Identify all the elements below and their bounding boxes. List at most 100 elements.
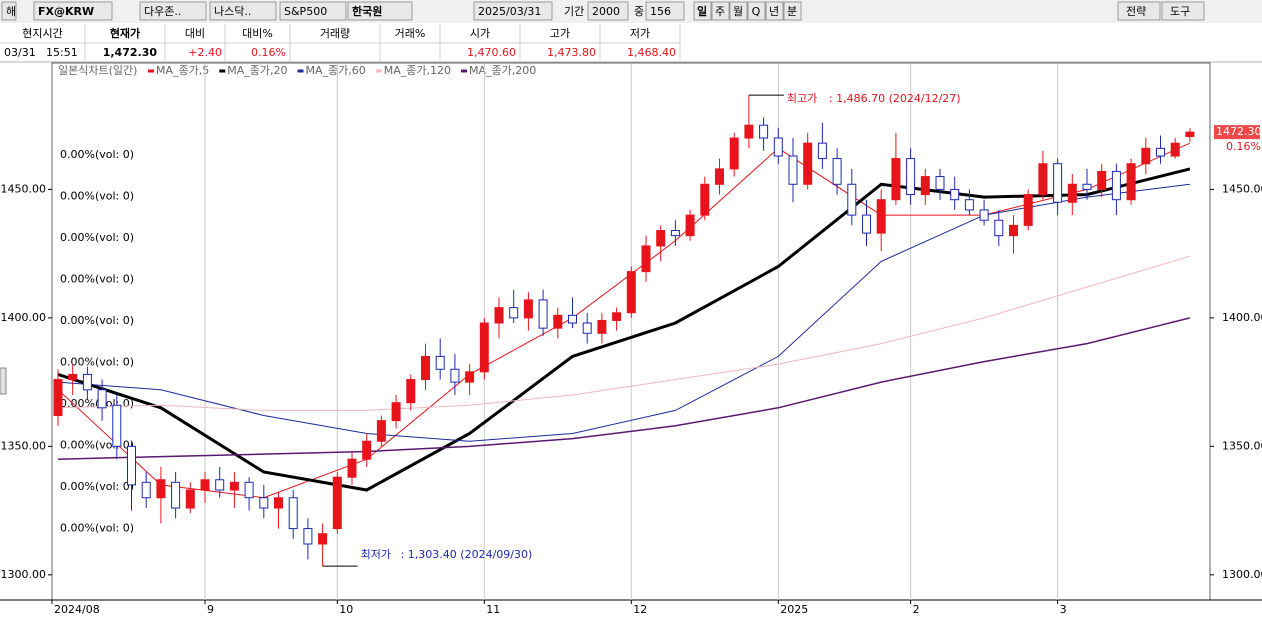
toolbar-field[interactable] [139, 1, 207, 21]
toolbar-field[interactable] [347, 1, 413, 21]
candle-body [597, 319, 607, 334]
period-button[interactable] [711, 1, 730, 21]
quote-header: 대비 [185, 27, 205, 40]
candle-body [1023, 194, 1033, 226]
quote-header: 저가 [630, 27, 650, 40]
candle-body [303, 528, 313, 545]
candle-body [523, 299, 533, 319]
period-button[interactable] [783, 1, 802, 21]
candle-body [582, 322, 592, 334]
volume-label: 0.00%(vol: 0) [60, 231, 134, 244]
toolbar-field[interactable] [473, 1, 553, 21]
candle-body [244, 481, 254, 499]
period-text[interactable]: 분 [787, 5, 797, 18]
period-button[interactable] [747, 1, 766, 21]
last-price-label: 1472.30 [1216, 125, 1262, 138]
quote-change_pct: 0.16% [251, 46, 286, 59]
y-tick-label-right: 1400.00 [1222, 311, 1262, 324]
quote-header: 현재가 [110, 26, 140, 40]
candle-body [626, 271, 636, 314]
quote-time: 15:51 [46, 46, 78, 59]
candle-body [862, 214, 871, 234]
y-tick-label: 1400.00 [1, 311, 47, 324]
y-tick-label-right: 1350.00 [1222, 439, 1262, 452]
candle-body [53, 379, 63, 417]
volume-label: 0.00%(vol: 0) [60, 148, 134, 161]
period-text[interactable]: 월 [733, 5, 743, 18]
tool-button[interactable] [1117, 1, 1161, 21]
candle-body [347, 458, 357, 478]
quote-open: 1,470.60 [467, 46, 516, 59]
toolbar-text: 중 [634, 5, 644, 18]
toolbar-text[interactable]: 해 [6, 4, 16, 18]
toolbar-text[interactable]: FX@KRW [38, 5, 94, 18]
toolbar-field[interactable] [645, 1, 685, 21]
candle-body [612, 312, 622, 321]
candle-body [994, 219, 1004, 237]
quote-header: 현지시간 [22, 27, 62, 40]
toolbar-field[interactable] [209, 1, 277, 21]
volume-label: 0.00%(vol: 0) [60, 522, 134, 535]
toolbar-text[interactable]: 156 [650, 5, 671, 18]
min-text: : 1,303.40 (2024/09/30) [401, 548, 533, 561]
candle-body [1053, 163, 1063, 203]
toolbar-text[interactable]: 2025/03/31 [478, 5, 541, 18]
period-button[interactable] [765, 1, 784, 21]
candle-body [744, 124, 754, 139]
period-text[interactable]: 일 [697, 4, 707, 18]
toolbar-text[interactable]: 나스닥.. [214, 5, 251, 18]
candle-body [538, 299, 548, 329]
candle-body [832, 158, 842, 185]
period-text[interactable]: Q [752, 5, 761, 18]
volume-label: 0.00%(vol: 0) [60, 314, 134, 327]
candle-body [876, 199, 886, 234]
candle-body [509, 307, 519, 319]
candle-body [1185, 131, 1195, 137]
candle-body [421, 355, 430, 381]
quote-header: 거래량 [320, 27, 350, 40]
candle-body [97, 389, 107, 409]
toolbar-text[interactable]: 2000 [592, 5, 620, 18]
candle-body [406, 379, 416, 404]
candle-body [1097, 170, 1107, 190]
tool-text[interactable]: 전략 [1126, 5, 1146, 18]
side-handle[interactable] [0, 367, 7, 395]
candle-body [906, 158, 916, 196]
min-label: 최저가 [361, 548, 391, 561]
candle-body [891, 158, 901, 201]
candle-body [479, 322, 489, 373]
quote-header: 고가 [550, 27, 570, 40]
y-tick-label-right: 1300.00 [1222, 568, 1262, 581]
candle-body [171, 481, 181, 509]
toolbar-field[interactable] [279, 1, 347, 21]
candle-body [759, 124, 769, 139]
y-tick-label: 1450.00 [1, 182, 47, 195]
toolbar-text[interactable]: 한국원 [352, 4, 382, 18]
candle-body [200, 479, 210, 491]
volume-label: 0.00%(vol: 0) [60, 480, 134, 493]
candle-body [979, 209, 989, 221]
toolbar-text[interactable]: S&P500 [284, 5, 327, 18]
quote-header: 거래% [395, 27, 426, 40]
candle-body [935, 176, 945, 190]
chart-title: 일본식차트(일간) [58, 63, 137, 77]
period-text[interactable]: 주 [715, 5, 725, 18]
candle-body [465, 371, 475, 383]
candle-body [964, 199, 974, 211]
candle-body [112, 404, 122, 447]
candle-body [1111, 170, 1121, 201]
toolbar-field[interactable] [1, 1, 17, 21]
candle-body [494, 307, 504, 324]
period-text[interactable]: 년 [769, 5, 779, 18]
toolbar-text[interactable]: 다우존.. [144, 5, 181, 18]
toolbar-field[interactable] [33, 1, 113, 21]
period-button[interactable] [693, 1, 712, 21]
tool-text[interactable]: 도구 [1170, 5, 1190, 18]
candle-body [362, 440, 372, 460]
candle-body [156, 479, 166, 499]
tool-button[interactable] [1161, 1, 1205, 21]
toolbar-field[interactable] [587, 1, 629, 21]
candle-body [817, 142, 827, 160]
candle-body [229, 481, 239, 491]
period-button[interactable] [729, 1, 748, 21]
